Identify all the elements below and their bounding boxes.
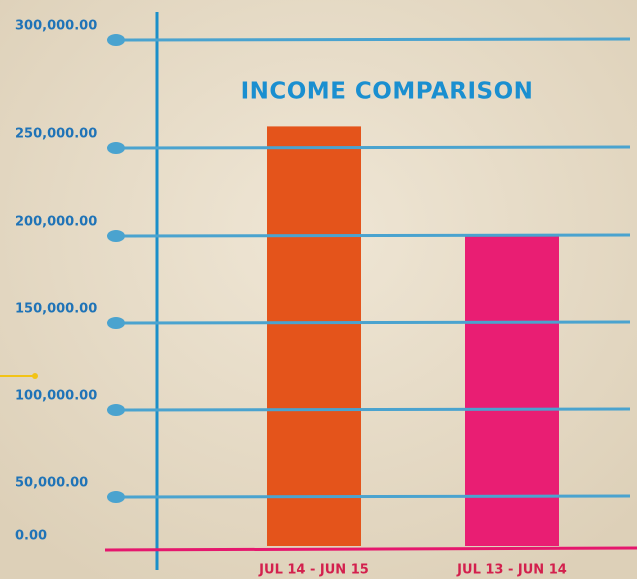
grid-line (111, 233, 631, 238)
y-tick-label: 100,000.00 (15, 389, 97, 404)
x-tick-label: JUL 13 - JUN 14 (456, 563, 567, 578)
y-tick-label: 200,000.00 (15, 215, 97, 230)
bar (267, 126, 361, 547)
grid-dot (107, 142, 125, 154)
y-tick-label: 300,000.00 (15, 19, 97, 34)
chart-title: INCOME COMPARISON (241, 79, 534, 105)
grid-line (111, 37, 631, 42)
y-tick-label: 50,000.00 (15, 476, 88, 491)
y-tick-label: 0.00 (15, 529, 47, 544)
grid-line (111, 145, 631, 150)
baseline (104, 546, 637, 552)
grid-dot (107, 317, 125, 329)
grid-dot (107, 34, 125, 46)
y-tick-label: 150,000.00 (15, 302, 97, 317)
x-tick-label: JUL 14 - JUN 15 (258, 563, 369, 578)
bar (465, 236, 559, 546)
grid-line (111, 494, 631, 499)
grid-dot (107, 230, 125, 242)
y-tick-label: 250,000.00 (15, 127, 97, 142)
grid-line (111, 320, 631, 325)
grid-line (111, 407, 631, 412)
grid-dot (107, 491, 125, 503)
decoration (32, 373, 38, 379)
grid-dot (107, 404, 125, 416)
